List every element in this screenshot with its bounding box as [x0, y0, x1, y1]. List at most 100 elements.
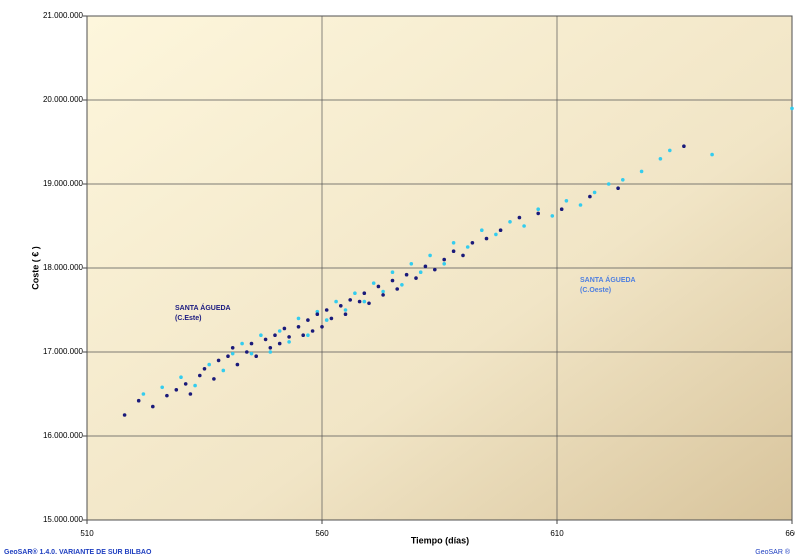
point [536, 207, 540, 211]
point [212, 377, 216, 381]
point [287, 340, 291, 344]
point [592, 190, 597, 195]
point [621, 178, 625, 182]
point [381, 293, 385, 297]
point [339, 304, 343, 308]
point [442, 262, 447, 266]
y-tick-label: 17.000.000 [43, 347, 84, 356]
point [249, 351, 254, 356]
point [277, 329, 282, 333]
point [151, 404, 155, 409]
point [606, 182, 611, 186]
y-tick-label: 20.000.000 [43, 95, 84, 104]
point [418, 270, 423, 275]
y-tick-label: 19.000.000 [43, 179, 84, 188]
point [371, 281, 376, 285]
point [216, 358, 221, 363]
point [390, 278, 395, 283]
y-tick-label: 15.000.000 [43, 515, 84, 524]
point [588, 194, 592, 199]
y-tick-label: 18.000.000 [43, 263, 84, 272]
point [400, 283, 404, 287]
point [230, 346, 235, 350]
point [202, 367, 207, 371]
point [390, 270, 395, 275]
point [198, 373, 202, 378]
point [183, 382, 188, 386]
point [550, 214, 555, 218]
point [362, 291, 367, 296]
point [141, 392, 146, 396]
point [395, 287, 400, 291]
point [268, 346, 273, 350]
point [188, 392, 193, 396]
point [273, 333, 277, 338]
point [287, 335, 291, 339]
point [508, 220, 512, 224]
point [357, 299, 362, 304]
point [343, 308, 348, 312]
point [367, 301, 371, 306]
point [658, 157, 663, 161]
x-tick-label: 660 [785, 529, 795, 538]
point [376, 284, 381, 289]
point [315, 312, 320, 317]
point [179, 375, 183, 380]
point [268, 350, 273, 354]
point [122, 413, 127, 417]
point [296, 316, 301, 321]
point [442, 257, 447, 262]
point [296, 325, 301, 329]
point [306, 318, 310, 322]
annotation: SANTA ÁGUEDA [175, 303, 231, 312]
point [230, 351, 235, 356]
point [409, 262, 414, 266]
point [498, 228, 503, 232]
point [564, 199, 569, 203]
point [451, 241, 456, 245]
point [235, 362, 240, 367]
point [193, 383, 197, 388]
point [536, 211, 540, 216]
point [639, 169, 644, 174]
point [259, 333, 263, 338]
x-tick-label: 510 [80, 529, 94, 538]
point [494, 232, 498, 237]
point [682, 144, 686, 148]
point [301, 333, 306, 338]
point [404, 272, 409, 277]
x-axis-label: Tiempo (días) [411, 535, 469, 545]
x-tick-label: 610 [550, 529, 564, 538]
point [414, 276, 418, 280]
point [616, 186, 620, 190]
point [710, 152, 714, 157]
point [221, 368, 226, 373]
point [245, 350, 249, 354]
point [324, 318, 329, 322]
point [329, 316, 334, 321]
point [174, 388, 179, 392]
point [334, 299, 338, 304]
point [461, 253, 465, 258]
point [324, 308, 329, 312]
point [423, 264, 428, 269]
point [310, 329, 315, 333]
point [517, 215, 522, 220]
footer-right: GeoSAR ® [755, 548, 791, 556]
y-tick-label: 21.000.000 [43, 11, 84, 20]
x-tick-label: 560 [315, 529, 329, 538]
point [249, 341, 254, 346]
point [240, 341, 244, 346]
point [207, 362, 211, 367]
annotation: (C.Este) [175, 315, 201, 322]
point [136, 398, 141, 403]
point [315, 309, 320, 314]
point [306, 333, 310, 338]
point [343, 312, 348, 317]
footer-left: GeoSAR® 1.4.0. VARIANTE DE SUR BILBAO [4, 548, 152, 556]
point [484, 236, 489, 241]
point [160, 385, 164, 390]
point [362, 299, 367, 304]
point [480, 228, 484, 232]
